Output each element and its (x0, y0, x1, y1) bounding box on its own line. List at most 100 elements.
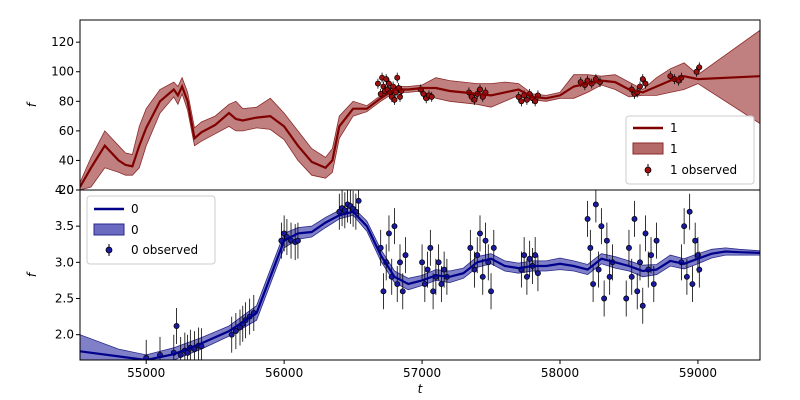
bottom-observed-point (637, 259, 643, 266)
top-legend-point-swatch (644, 166, 652, 174)
bottom-observed-point (294, 237, 301, 244)
bottom-legend-box (86, 195, 216, 265)
bottom-observed-point (419, 259, 426, 266)
bottom-observed-point (435, 259, 442, 266)
bottom-observed-point (471, 266, 478, 273)
bottom-axes-frame (79, 189, 761, 361)
bottom-observed-point (623, 295, 630, 302)
top-observed-point (397, 93, 403, 100)
bottom-observed-point (380, 288, 387, 295)
x-tick-label: 58000 (541, 366, 579, 380)
top-legend-observed-label: 1 observed (670, 163, 737, 177)
top-y-tick-label: 120 (51, 35, 74, 49)
bottom-y-tick-label: 3.5 (55, 219, 74, 233)
top-legend-box (625, 115, 755, 185)
bottom-observed-point (386, 230, 392, 237)
bottom-observed-point (526, 255, 533, 262)
bottom-observed-point (479, 273, 486, 280)
top-observed-point (523, 96, 530, 103)
bottom-observed-point (650, 281, 657, 287)
bottom-observed-point (482, 237, 489, 244)
top-observed-point (386, 80, 392, 87)
top-mean-line (80, 75, 760, 188)
top-y-ticks: 20 40 60 80 100 120 (51, 35, 80, 197)
bottom-observed-point (653, 237, 660, 244)
top-legend-line-label: 1 (670, 121, 678, 135)
bottom-observed-point (228, 331, 235, 338)
bottom-observed-point (427, 244, 434, 251)
top-observed-point (471, 96, 478, 103)
top-observed-point (390, 83, 397, 90)
bottom-y-tick-label: 4.0 (55, 183, 74, 197)
bottom-observed-point (534, 270, 541, 277)
top-legend: 1 1 1 observed (625, 115, 755, 185)
top-y-tick-label: 20 (59, 183, 74, 197)
bottom-observed-point (397, 259, 403, 266)
bottom-plot-area (80, 190, 760, 360)
x-tick-label: 55000 (127, 366, 165, 380)
bottom-observed-point (441, 266, 448, 273)
top-uncertainty-band (80, 29, 760, 190)
bottom-mean-line (80, 210, 760, 360)
bottom-legend-point-swatch (105, 246, 113, 254)
bottom-y-axis-label: f (25, 271, 39, 277)
top-y-tick-label: 60 (59, 124, 74, 138)
bottom-legend-observed-label: 0 observed (131, 243, 198, 257)
top-observed-point (391, 96, 398, 103)
bottom-y-tick-label: 3.0 (55, 255, 74, 269)
bottom-observed-point (532, 252, 539, 259)
bottom-observed-point (467, 244, 474, 251)
bottom-observed-point (634, 288, 641, 295)
top-y-tick-label: 80 (59, 94, 74, 108)
top-observed-point (377, 90, 384, 97)
bottom-observed-point (402, 252, 409, 259)
bottom-y-ticks: 2.0 2.5 3.0 3.5 4.0 (55, 183, 80, 342)
x-tick-label: 57000 (403, 366, 441, 380)
bottom-observed-point (173, 323, 180, 329)
bottom-y-tick-label: 2.5 (55, 292, 74, 306)
bottom-observed-point (639, 302, 646, 309)
top-observed-point (428, 93, 435, 100)
bottom-y-tick-label: 2.0 (55, 328, 74, 342)
bottom-observed-point (584, 215, 591, 222)
top-observed-point (642, 80, 649, 87)
x-ticks: 55000 56000 57000 58000 59000 (127, 360, 717, 380)
x-axis-label: t (418, 382, 424, 396)
top-observed-point (637, 83, 643, 90)
bottom-observed-point (394, 281, 401, 287)
top-y-tick-label: 40 (59, 153, 74, 167)
bottom-observed-point (603, 237, 610, 244)
bottom-observed-point (474, 252, 481, 259)
bottom-observed-point (424, 266, 431, 273)
bottom-observed-point (523, 273, 530, 280)
top-legend-band-swatch (632, 142, 664, 155)
bottom-observed-point (642, 230, 649, 237)
bottom-legend-band-label: 0 (131, 223, 139, 237)
bottom-panel: 2.0 2.5 3.0 3.5 4.0 55000 56000 57000 58000 5900… (25, 183, 761, 396)
bottom-observed-point (341, 207, 348, 214)
top-panel: 20 40 60 80 100 120 f 1 1 1 observed (25, 19, 761, 197)
bottom-legend-band-swatch (93, 223, 125, 236)
top-observed-point (477, 86, 483, 93)
bottom-observed-point (232, 328, 239, 335)
bottom-observed-point (421, 281, 428, 287)
bottom-legend: 0 0 0 observed (86, 195, 216, 265)
bottom-observed-point (399, 288, 406, 295)
bottom-observed-point (648, 252, 654, 259)
bottom-observed-point (631, 215, 638, 222)
bottom-observed-point (590, 281, 597, 287)
top-observed-point (667, 73, 674, 80)
bottom-observed-point (696, 266, 703, 273)
bottom-legend-line-label: 0 (131, 202, 139, 216)
top-observed-point (532, 98, 539, 105)
bottom-observed-point (683, 273, 690, 280)
bottom-observed-point (184, 349, 191, 356)
bottom-observed-point (438, 281, 445, 287)
bottom-observed-point (430, 288, 437, 295)
top-legend-band-label: 1 (670, 142, 678, 156)
bottom-observed-point (628, 273, 635, 280)
bottom-observed-point (587, 244, 594, 251)
bottom-observed-point (606, 273, 613, 280)
x-tick-label: 59000 (679, 366, 717, 380)
